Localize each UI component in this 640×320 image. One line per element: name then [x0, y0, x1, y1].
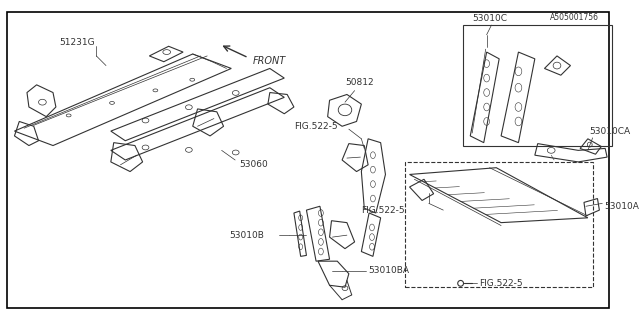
Text: FIG.522-5: FIG.522-5	[294, 122, 337, 131]
Text: 53010A: 53010A	[604, 202, 639, 211]
Text: FIG.522-5: FIG.522-5	[479, 279, 522, 288]
Text: 51231G: 51231G	[60, 38, 95, 47]
Text: FRONT: FRONT	[252, 56, 285, 66]
Bar	[463, 25, 612, 146]
Text: 53010BA: 53010BA	[368, 266, 409, 275]
Text: 50812: 50812	[345, 78, 374, 87]
Text: 53010B: 53010B	[229, 231, 264, 240]
Text: 53010CA: 53010CA	[589, 127, 631, 136]
Text: A505001756: A505001756	[550, 13, 600, 22]
Text: 53010C: 53010C	[472, 14, 507, 23]
Text: FIG.522-5: FIG.522-5	[362, 206, 405, 215]
Bar	[404, 162, 593, 287]
Text: 53060: 53060	[239, 160, 268, 169]
